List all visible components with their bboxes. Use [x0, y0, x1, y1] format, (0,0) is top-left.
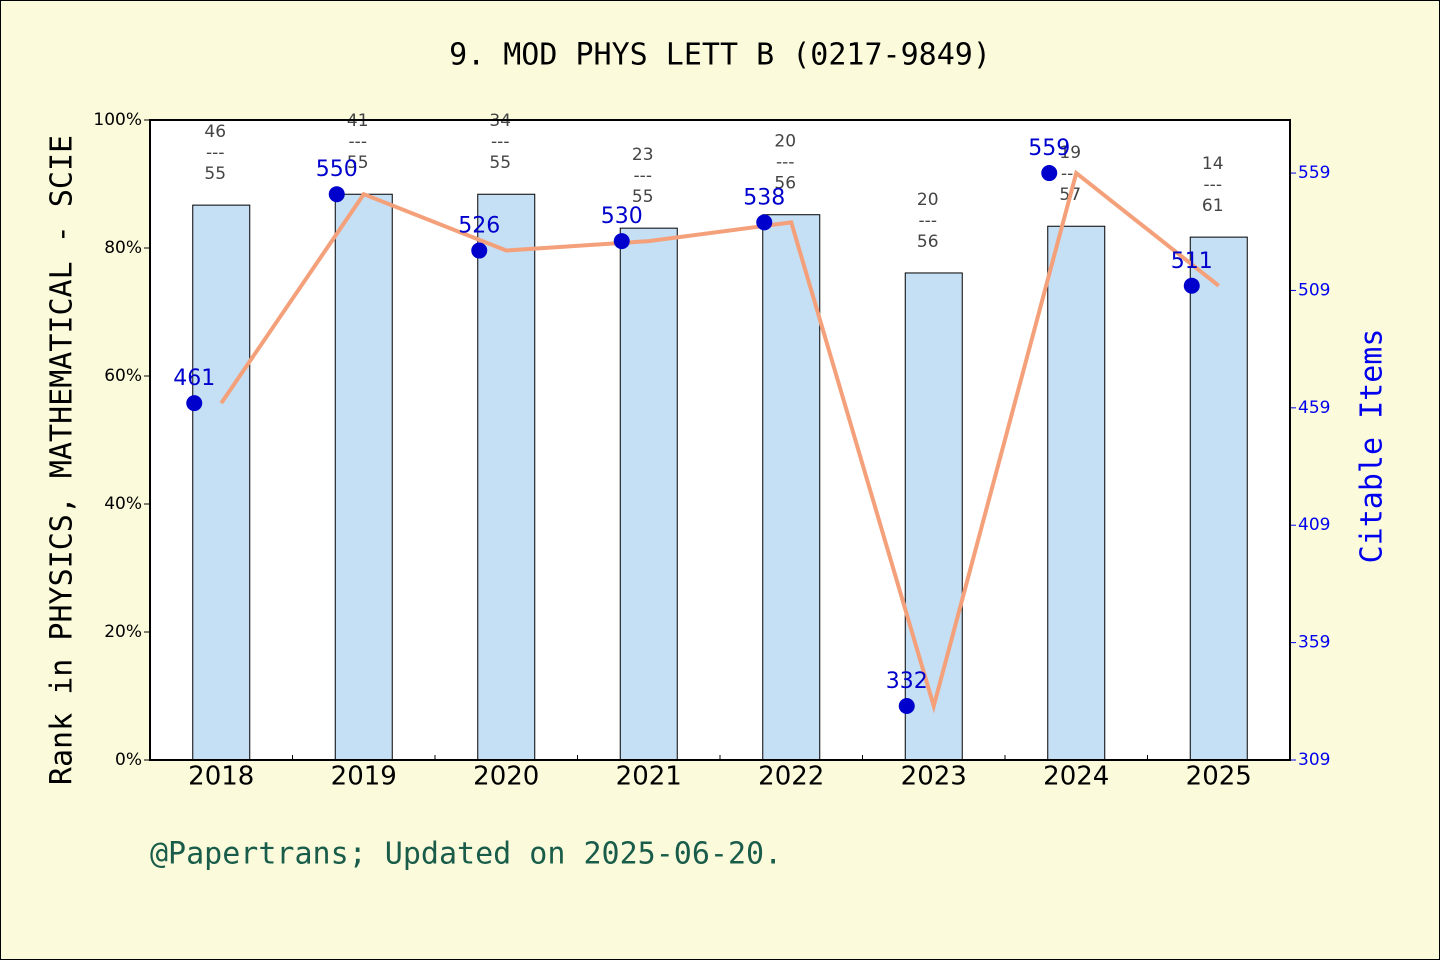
- bar: [762, 214, 821, 761]
- chart-title: 9. MOD PHYS LETT B (0217-9849): [449, 38, 991, 73]
- total-label: 55: [632, 187, 654, 207]
- point: [471, 242, 488, 259]
- rank-separator: ---: [206, 143, 224, 163]
- rank-separator: ---: [919, 211, 937, 231]
- y-tick-label: 0%: [115, 750, 142, 770]
- data-label: 511: [1171, 249, 1213, 274]
- total-label: 55: [489, 153, 511, 173]
- rank-separator: ---: [776, 153, 794, 173]
- data-label: 550: [316, 157, 358, 182]
- data-label: 332: [886, 669, 928, 694]
- x-tick-label: 2025: [1186, 762, 1252, 792]
- x-tick-label: 2021: [616, 762, 682, 792]
- y2-tick-label: 409: [1298, 515, 1330, 535]
- data-label: 559: [1028, 136, 1070, 161]
- x-tick-label: 2024: [1043, 762, 1109, 792]
- rank-label: 20: [774, 132, 796, 152]
- rank-label: 41: [347, 111, 369, 131]
- point: [898, 698, 915, 715]
- data-label: 538: [743, 185, 785, 210]
- x-tick-label: 2018: [188, 762, 254, 792]
- y-tick-label: 20%: [104, 622, 142, 642]
- data-label: 461: [173, 366, 215, 391]
- rank-label: 34: [489, 111, 511, 131]
- plot-frame: [149, 119, 1291, 761]
- point: [613, 233, 630, 250]
- point: [186, 395, 203, 412]
- rank-label: 23: [632, 145, 654, 165]
- rank-separator: ---: [349, 132, 367, 152]
- y-tick-label: 60%: [104, 366, 142, 386]
- y-tick-label: 40%: [104, 494, 142, 514]
- total-label: 55: [347, 153, 369, 173]
- rank-label: 14: [1202, 154, 1224, 174]
- rank-label: 20: [917, 190, 939, 210]
- point: [756, 214, 773, 231]
- y2-tick-label: 459: [1298, 398, 1330, 418]
- rank-separator: ---: [1204, 175, 1222, 195]
- x-tick-label: 2020: [473, 762, 539, 792]
- point: [1183, 277, 1200, 294]
- bar: [477, 193, 536, 761]
- y-tick-label: 80%: [104, 238, 142, 258]
- y2-axis-label: Citable Items: [1355, 329, 1390, 564]
- line: [219, 169, 1220, 714]
- bar: [192, 204, 251, 761]
- total-label: 55: [204, 164, 226, 184]
- total-label: 56: [774, 174, 796, 194]
- plot-area: [150, 120, 1290, 760]
- y-tick-label: 100%: [93, 110, 142, 130]
- rank-separator: ---: [634, 166, 652, 186]
- x-tick-label: 2023: [901, 762, 967, 792]
- x-tick-label: 2022: [758, 762, 824, 792]
- rank-separator: ---: [491, 132, 509, 152]
- rank-label: 19: [1059, 143, 1081, 163]
- y-axis-label: Rank in PHYSICS, MATHEMATICAL - SCIE: [45, 135, 80, 785]
- y2-tick-label: 359: [1298, 633, 1330, 653]
- data-label: 530: [601, 204, 643, 229]
- data-label: 526: [458, 214, 500, 239]
- y2-tick-label: 559: [1298, 163, 1330, 183]
- bar: [1189, 236, 1248, 761]
- point: [328, 186, 345, 203]
- bar: [619, 227, 678, 761]
- y2-tick-label: 509: [1298, 280, 1330, 300]
- footer: @Papertrans; Updated on 2025-06-20.: [150, 837, 782, 872]
- total-label: 56: [917, 232, 939, 252]
- rank-label: 46: [204, 122, 226, 142]
- y2-tick-label: 309: [1298, 750, 1330, 770]
- bar: [334, 193, 393, 761]
- point: [1041, 165, 1058, 182]
- x-tick-label: 2019: [331, 762, 397, 792]
- bar: [904, 272, 963, 761]
- total-label: 61: [1202, 196, 1224, 216]
- bar: [1047, 225, 1106, 761]
